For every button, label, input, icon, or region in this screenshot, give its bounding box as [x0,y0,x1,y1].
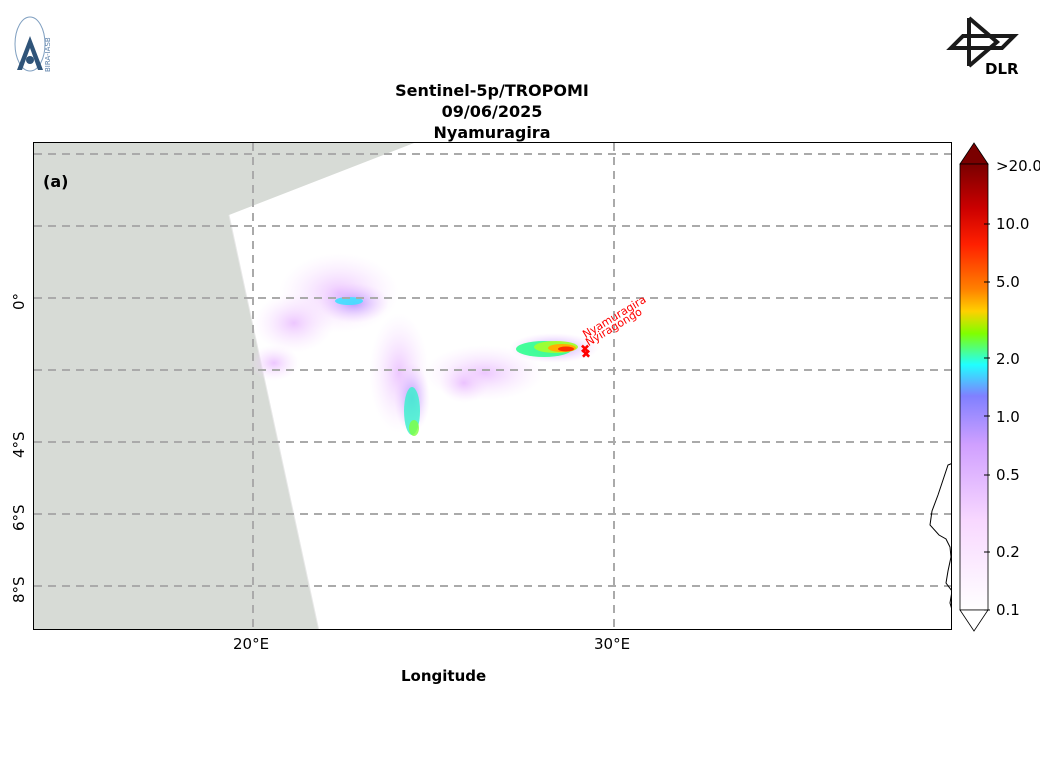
x-tick-20e: 20°E [233,635,270,653]
volcano-markers: ✖ ✖ [580,342,591,361]
y-tick-8s: 8°S [10,576,28,603]
map-title: Sentinel-5p/TROPOMI 09/06/2025 Nyamuragi… [292,80,692,143]
lake-coastline [929,463,951,609]
no-data-region [34,143,414,629]
colorbar-label-01: 0.1 [996,601,1020,619]
title-instrument: Sentinel-5p/TROPOMI [395,81,589,100]
colorbar-label-02: 0.2 [996,543,1020,561]
map-panel: ✖ ✖ Nyamuragira Nyiragongo (a) [33,142,952,630]
y-tick-0: 0° [10,292,28,310]
colorbar-label-05: 0.5 [996,466,1020,484]
colorbar-label-1: 1.0 [996,408,1020,426]
colorbar-label-10: 10.0 [996,215,1030,233]
bira-logo-text: BIRA-IASB [44,37,52,72]
colorbar-label-max: >20.0 [996,157,1040,175]
colorbar-label-5: 5.0 [996,273,1020,291]
colorbar [958,142,992,632]
dlr-logo: DLR [945,14,1020,78]
title-date: 09/06/2025 [441,102,543,121]
colorbar-bottom-extension [959,609,989,632]
volcano-marker-2: ✖ [581,347,591,361]
colorbar-label-2: 2.0 [996,350,1020,368]
y-tick-4s: 4°S [10,431,28,458]
y-tick-6s: 6°S [10,504,28,531]
x-tick-30e: 30°E [594,635,631,653]
title-volcano: Nyamuragira [433,123,551,142]
bira-iasb-logo: BIRA-IASB [12,14,60,74]
panel-label: (a) [43,172,69,191]
map-canvas: ✖ ✖ [34,143,951,629]
colorbar-gradient [959,163,989,611]
dlr-logo-text: DLR [985,60,1019,78]
colorbar-top-extension [959,142,989,165]
so2-plume [249,253,599,436]
gridlines [34,143,951,629]
volcano-marker-1: ✖ [580,342,590,356]
x-axis-title: Longitude [401,667,487,685]
